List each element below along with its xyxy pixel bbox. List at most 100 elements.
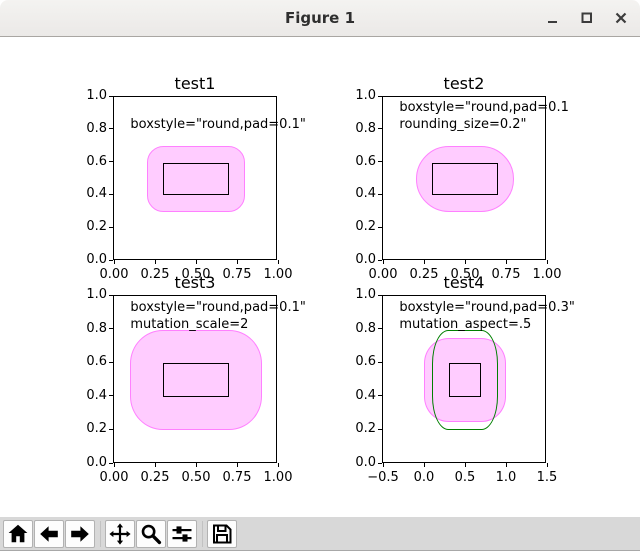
x-tick-label: 0.00 [368, 267, 398, 282]
close-button[interactable] [608, 5, 634, 31]
back-button[interactable] [34, 519, 64, 548]
y-tick-label: 0.0 [355, 455, 376, 470]
navigation-toolbar [0, 517, 640, 551]
home-icon [6, 522, 30, 546]
y-tick-mark [378, 428, 382, 430]
forward-arrow-icon [68, 522, 92, 546]
y-tick-label: 0.2 [355, 219, 376, 235]
y-tick-label: 0.4 [86, 387, 107, 403]
y-tick-mark [109, 361, 113, 363]
x-tick-mark [382, 260, 384, 264]
title-bar[interactable]: Figure 1 [0, 0, 640, 37]
y-tick-mark [378, 193, 382, 195]
annotation-line: mutation_scale=2 [130, 316, 249, 332]
x-tick-mark [277, 463, 279, 467]
y-tick-label: 0.8 [86, 120, 107, 136]
y-tick-mark [378, 226, 382, 228]
window-title: Figure 1 [284, 9, 356, 27]
x-tick-label: 0.25 [140, 470, 170, 485]
annotation-line: boxstyle="round,pad=0.1" [130, 116, 306, 132]
y-tick-label: 0.0 [86, 455, 107, 470]
boxstyle-annotation: boxstyle="round,pad=0.1" [130, 116, 305, 133]
save-button[interactable] [207, 519, 237, 548]
minimize-button[interactable] [540, 5, 566, 31]
y-tick-mark [378, 161, 382, 163]
bbox-rectangle [432, 162, 498, 196]
x-tick-mark [236, 463, 238, 467]
y-tick-label: 0.4 [355, 186, 376, 202]
figure-canvas[interactable]: test1 boxstyle="round,pad=0.1" 0.00 0.25 0.5… [0, 37, 640, 517]
x-tick-label: 0.00 [99, 470, 129, 485]
x-tick-mark [113, 463, 115, 467]
y-tick-label: 1.0 [355, 287, 376, 302]
x-tick-label: 0.75 [222, 267, 252, 282]
x-tick-label: 1.00 [263, 267, 293, 282]
boxstyle-annotation: boxstyle="round,pad=0.3" mutation_aspect=… [399, 299, 574, 333]
toolbar-separator [100, 520, 101, 547]
x-tick-mark [113, 260, 115, 264]
subplot-test3: test3 boxstyle="round,pad=0.1" mutation_sc… [86, 273, 306, 485]
x-tick-mark [423, 463, 425, 467]
y-tick-label: 0.4 [355, 387, 376, 403]
sliders-icon [170, 522, 194, 546]
bbox-rectangle [163, 363, 229, 397]
minimize-icon [544, 9, 562, 27]
y-tick-label: 0.0 [86, 252, 107, 267]
y-tick-mark [109, 95, 113, 97]
home-button[interactable] [3, 519, 33, 548]
y-tick-label: 0.8 [355, 320, 376, 336]
forward-button[interactable] [65, 519, 95, 548]
x-tick-label: 1.0 [495, 470, 517, 485]
y-tick-label: 0.2 [86, 421, 107, 437]
subplot-title: test4 [443, 273, 485, 292]
y-tick-mark [109, 128, 113, 130]
back-arrow-icon [37, 522, 61, 546]
y-tick-mark [109, 428, 113, 430]
x-tick-mark [505, 260, 507, 264]
floppy-disk-icon [210, 522, 234, 546]
zoom-button[interactable] [136, 519, 166, 548]
subplot-title: test2 [443, 74, 485, 93]
x-tick-label: 0.25 [409, 267, 439, 282]
y-tick-label: 0.6 [355, 354, 376, 370]
maximize-button[interactable] [574, 5, 600, 31]
x-tick-label: 0.75 [491, 267, 521, 282]
configure-subplots-button[interactable] [167, 519, 197, 548]
y-tick-mark [109, 328, 113, 330]
y-tick-mark [378, 128, 382, 130]
x-tick-label: 0.75 [222, 470, 252, 485]
y-tick-label: 1.0 [355, 88, 376, 103]
x-tick-label: 0.00 [99, 267, 129, 282]
y-tick-mark [109, 395, 113, 397]
window-controls [532, 0, 634, 36]
y-tick-label: 0.0 [355, 252, 376, 267]
x-tick-label: −0.5 [367, 470, 399, 485]
y-tick-mark [378, 395, 382, 397]
annotation-line: rounding_size=0.2" [399, 116, 527, 132]
x-tick-label: 0.25 [140, 267, 170, 282]
x-tick-mark [154, 260, 156, 264]
fancy-round-box-outline [432, 329, 498, 431]
pan-button[interactable] [105, 519, 135, 548]
toolbar-separator [202, 520, 203, 547]
subplot-test4: test4 boxstyle="round,pad=0.3" mutation_as… [355, 273, 575, 485]
subplot-title: test3 [174, 273, 216, 292]
y-tick-mark [109, 193, 113, 195]
x-tick-mark [464, 260, 466, 264]
y-tick-mark [378, 294, 382, 296]
y-tick-mark [378, 361, 382, 363]
maximize-icon [578, 9, 596, 27]
annotation-line: boxstyle="round,pad=0.3" [399, 299, 575, 315]
y-tick-label: 0.8 [355, 120, 376, 136]
x-tick-label: 1.5 [536, 470, 558, 485]
y-tick-label: 0.6 [355, 153, 376, 169]
boxstyle-annotation: boxstyle="round,pad=0.1" mutation_scale=2 [130, 299, 305, 333]
pan-arrows-icon [108, 522, 132, 546]
x-tick-label: 1.00 [532, 267, 562, 282]
annotation-line: boxstyle="round,pad=0.1" [130, 299, 306, 315]
x-tick-mark [505, 463, 507, 467]
x-tick-label: 0.0 [413, 470, 435, 485]
subplot-test2: test2 boxstyle="round,pad=0.1 rounding_siz… [355, 74, 569, 282]
fancy-round-box [424, 338, 506, 422]
fancy-round-box [130, 329, 262, 431]
